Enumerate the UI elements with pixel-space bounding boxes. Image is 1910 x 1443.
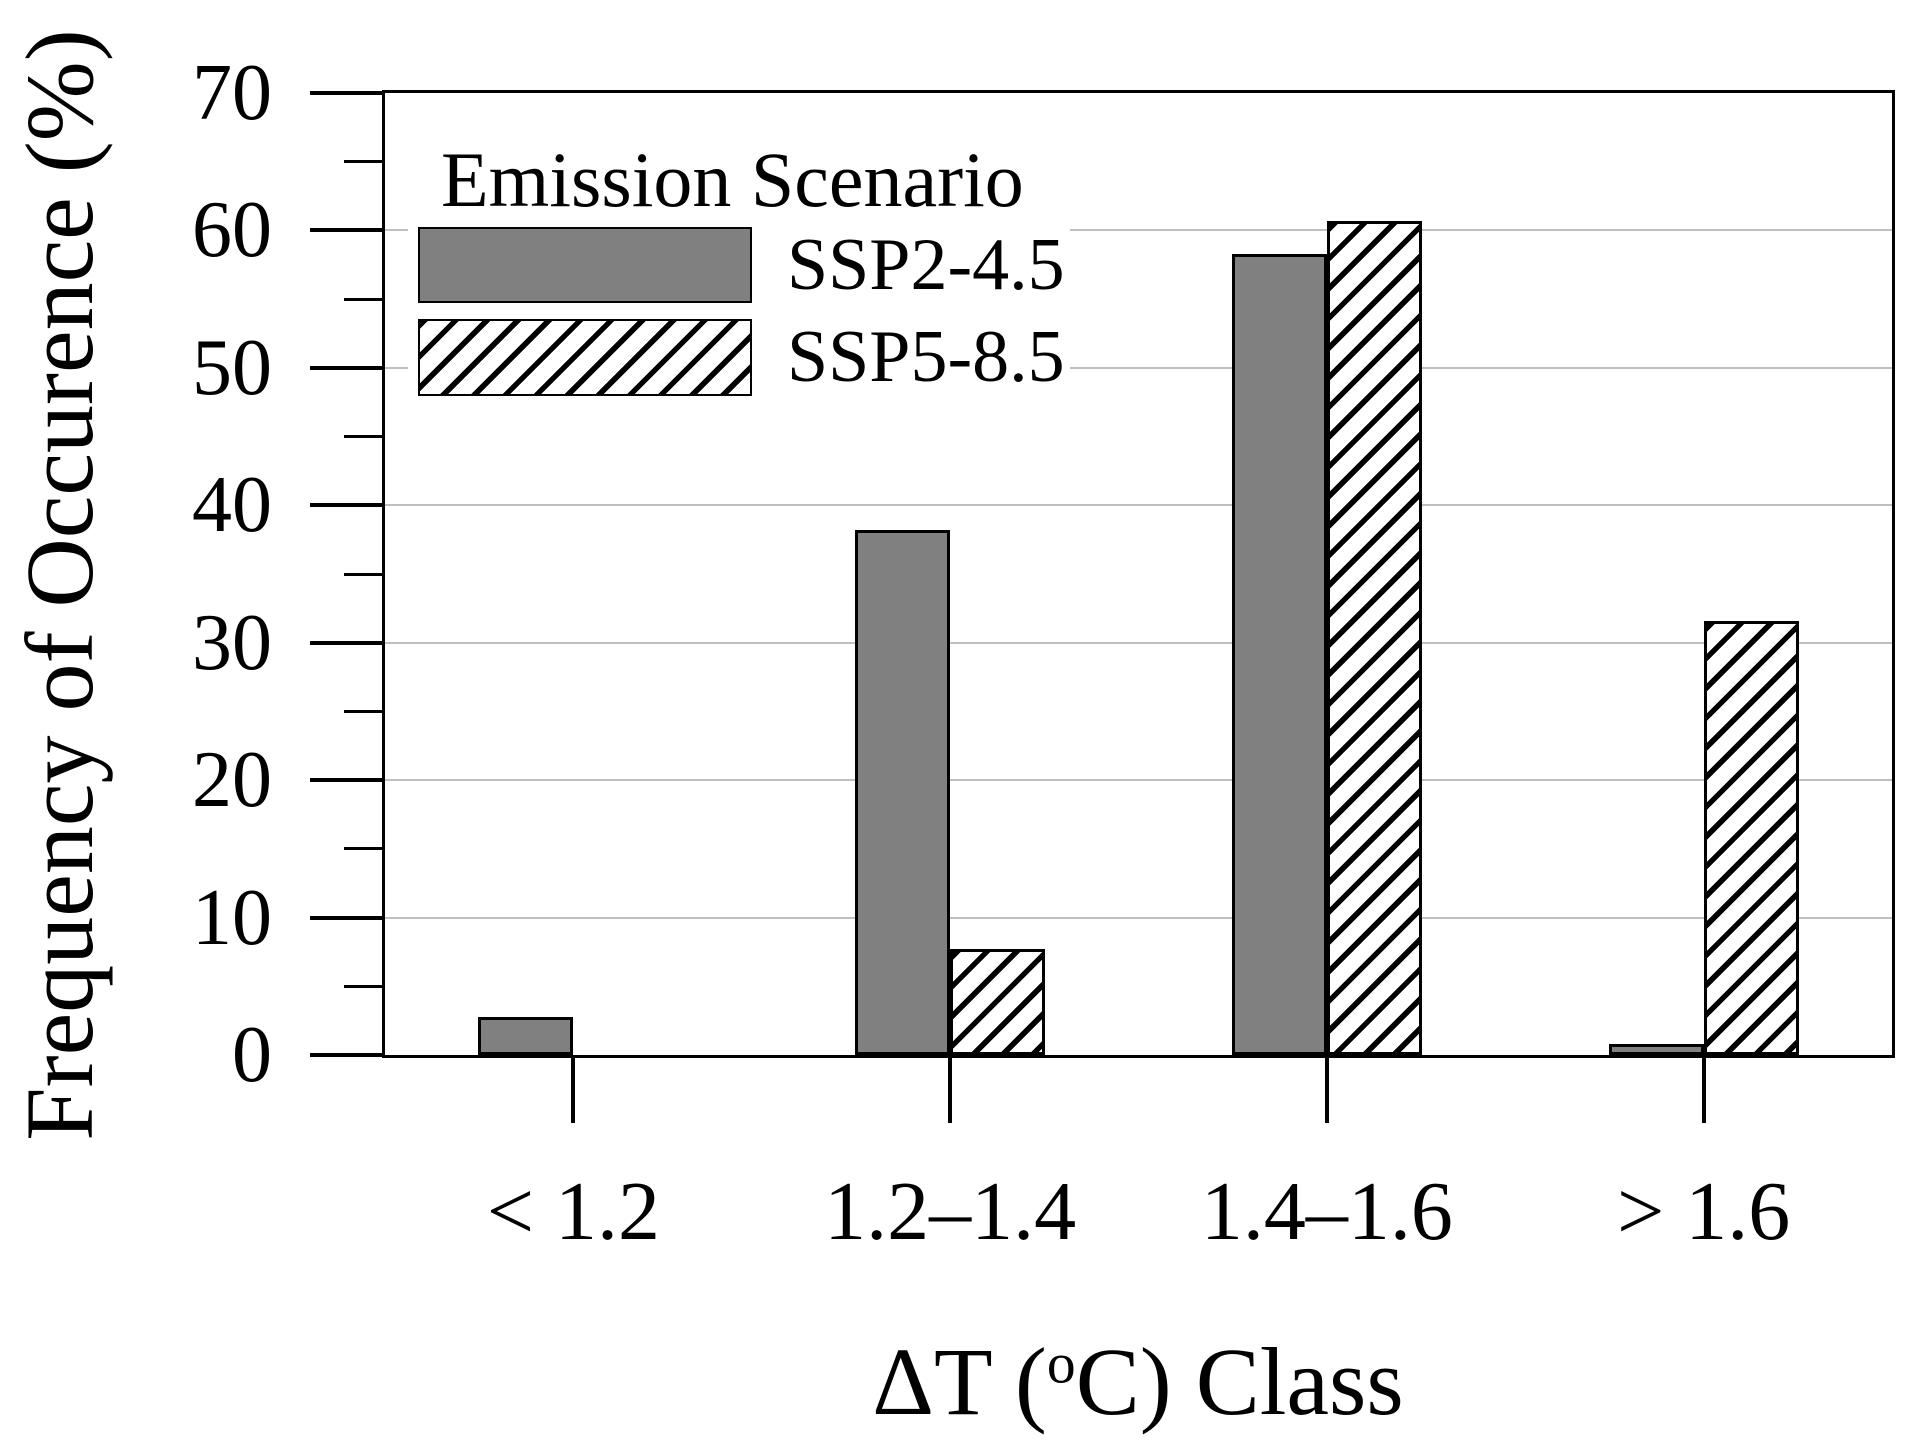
x-tick-1 [948,1055,953,1123]
y-tick-label-60: 60 [192,186,272,275]
bars-layer [385,93,1892,1055]
x-axis-title-degree-sup: o [1046,1332,1076,1396]
x-tick-2 [1324,1055,1329,1123]
legend-swatch-ssp5-8-5 [418,319,752,396]
y-minor-tick-35 [344,572,384,576]
legend-swatch-ssp2-4-5 [418,227,752,303]
gridlines-layer [385,93,1892,1055]
x-axis-title: ΔT (oC) Class [638,1322,1638,1442]
legend-label-ssp2-4-5: SSP2-4.5 [787,224,1065,306]
gridline-30 [385,641,1892,644]
y-major-tick-40 [310,503,384,508]
bar-SSP2-4.5-cat3 [1608,1044,1704,1055]
bar-SSP2-4.5-cat0 [478,1017,574,1055]
y-tick-label-10: 10 [192,873,272,962]
bar-SSP5-8.5-cat1 [950,949,1046,1055]
x-tick-0 [571,1055,576,1123]
y-major-tick-0 [310,1053,384,1057]
x-axis-title-pre: ΔT ( [872,1328,1047,1435]
bar-SSP2-4.5-cat1 [855,530,951,1055]
legend-label-ssp5-8-5: SSP5-8.5 [787,316,1065,398]
gridline-50 [385,366,1892,369]
y-tick-label-50: 50 [192,323,272,412]
x-category-label-2: 1.4–1.6 [1200,1165,1453,1258]
plot-area [382,90,1895,1058]
bar-SSP5-8.5-cat2 [1326,221,1422,1055]
gridline-10 [385,916,1892,919]
gridline-60 [385,229,1892,232]
y-major-tick-10 [310,915,384,920]
y-minor-tick-65 [344,160,384,164]
x-category-label-1: 1.2–1.4 [824,1165,1077,1258]
y-minor-tick-45 [344,435,384,439]
y-major-tick-30 [310,640,384,645]
gridline-40 [385,504,1892,507]
y-major-tick-20 [310,778,384,783]
y-minor-tick-15 [344,847,384,851]
legend-title: Emission Scenario [441,136,1024,223]
y-major-tick-70 [310,91,384,95]
y-major-tick-50 [310,365,384,370]
gridline-20 [385,779,1892,782]
y-minor-tick-25 [344,709,384,713]
y-minor-tick-5 [344,984,384,988]
y-tick-label-70: 70 [192,49,272,137]
y-tick-label-40: 40 [192,461,272,550]
y-minor-tick-55 [344,297,384,301]
legend: Emission Scenario SSP2-4.5 SSP5-8.5 [408,136,1070,412]
y-tick-label-0: 0 [232,1011,272,1099]
x-tick-3 [1701,1055,1706,1123]
bar-SSP2-4.5-cat2 [1231,254,1327,1055]
x-category-label-3: > 1.6 [1616,1165,1791,1258]
x-category-label-0: < 1.2 [486,1165,661,1258]
y-major-tick-60 [310,228,384,233]
y-tick-label-20: 20 [192,736,272,825]
x-axis-title-post: C) Class [1075,1328,1404,1435]
bar-SSP5-8.5-cat3 [1703,621,1799,1055]
y-tick-label-30: 30 [192,598,272,687]
